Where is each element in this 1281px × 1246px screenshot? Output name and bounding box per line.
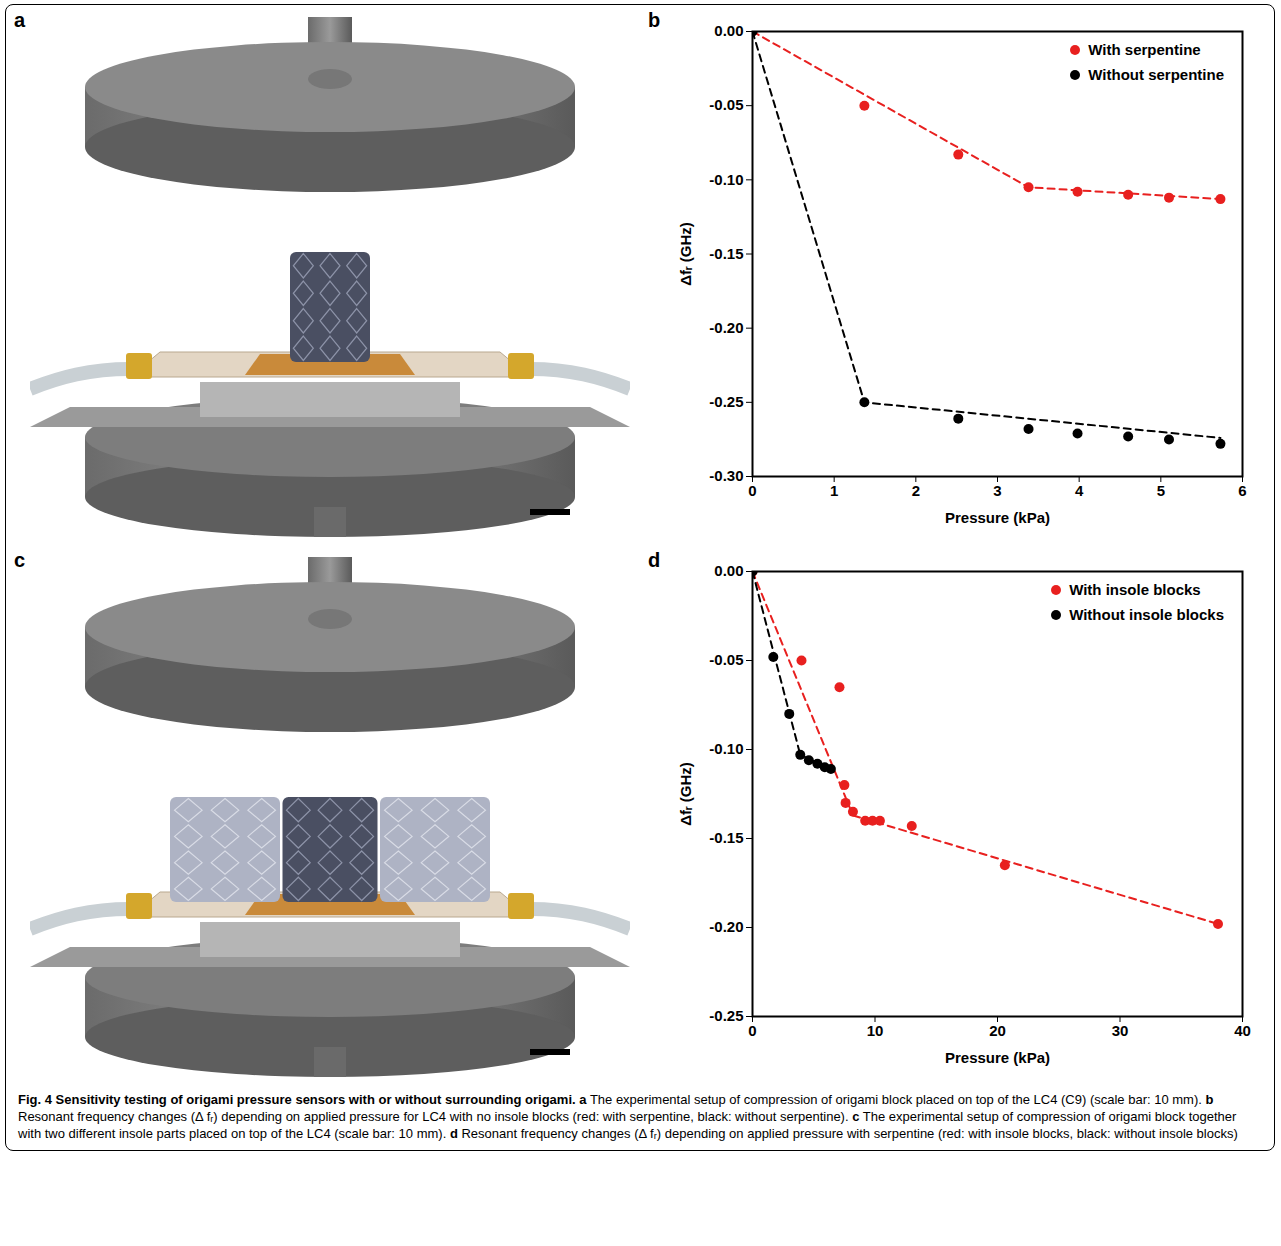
svg-text:2: 2 bbox=[912, 482, 920, 499]
svg-text:30: 30 bbox=[1112, 1022, 1129, 1039]
html-text:Without serpentine: Without serpentine bbox=[1088, 66, 1224, 83]
svg-text:Pressure (kPa): Pressure (kPa) bbox=[945, 1049, 1050, 1066]
svg-text:-0.15: -0.15 bbox=[709, 245, 743, 262]
svg-text:0.00: 0.00 bbox=[714, 22, 743, 39]
svg-text:Pressure (kPa): Pressure (kPa) bbox=[945, 509, 1050, 526]
svg-text:-0.30: -0.30 bbox=[709, 467, 743, 484]
svg-text:1: 1 bbox=[830, 482, 838, 499]
svg-text:20: 20 bbox=[989, 1022, 1006, 1039]
html-text:d: d bbox=[648, 549, 661, 571]
svg-text:4: 4 bbox=[1075, 482, 1084, 499]
svg-text:-0.15: -0.15 bbox=[709, 829, 743, 846]
html-text:Fig. 4 Sensitivity testing of: Fig. 4 Sensitivity testing of origami pr… bbox=[18, 1092, 1214, 1107]
html-text:Resonant frequency changes (Δ: Resonant frequency changes (Δ fᵣ) depend… bbox=[18, 1109, 1238, 1141]
svg-text:-0.05: -0.05 bbox=[709, 96, 743, 113]
svg-text:Δfᵣ (GHz): Δfᵣ (GHz) bbox=[677, 222, 694, 286]
svg-text:-0.20: -0.20 bbox=[709, 319, 743, 336]
svg-text:0: 0 bbox=[748, 1022, 756, 1039]
svg-text:-0.05: -0.05 bbox=[709, 651, 743, 668]
html-text:With serpentine: With serpentine bbox=[1088, 41, 1201, 58]
html-text:With insole blocks: With insole blocks bbox=[1069, 581, 1201, 598]
html-text:a: a bbox=[14, 9, 26, 31]
svg-text:0: 0 bbox=[748, 482, 756, 499]
svg-text:-0.25: -0.25 bbox=[709, 393, 743, 410]
svg-text:6: 6 bbox=[1238, 482, 1246, 499]
html-text:b: b bbox=[648, 9, 661, 31]
svg-text:-0.10: -0.10 bbox=[709, 740, 743, 757]
svg-text:0.00: 0.00 bbox=[714, 562, 743, 579]
svg-text:Δfᵣ (GHz): Δfᵣ (GHz) bbox=[677, 762, 694, 826]
svg-text:3: 3 bbox=[993, 482, 1001, 499]
svg-text:5: 5 bbox=[1157, 482, 1165, 499]
html-text:Without insole blocks: Without insole blocks bbox=[1069, 606, 1224, 623]
svg-text:-0.20: -0.20 bbox=[709, 918, 743, 935]
html-text:c: c bbox=[14, 549, 26, 571]
svg-text:-0.25: -0.25 bbox=[709, 1007, 743, 1024]
svg-text:10: 10 bbox=[867, 1022, 884, 1039]
svg-text:-0.10: -0.10 bbox=[709, 171, 743, 188]
svg-text:40: 40 bbox=[1234, 1022, 1251, 1039]
